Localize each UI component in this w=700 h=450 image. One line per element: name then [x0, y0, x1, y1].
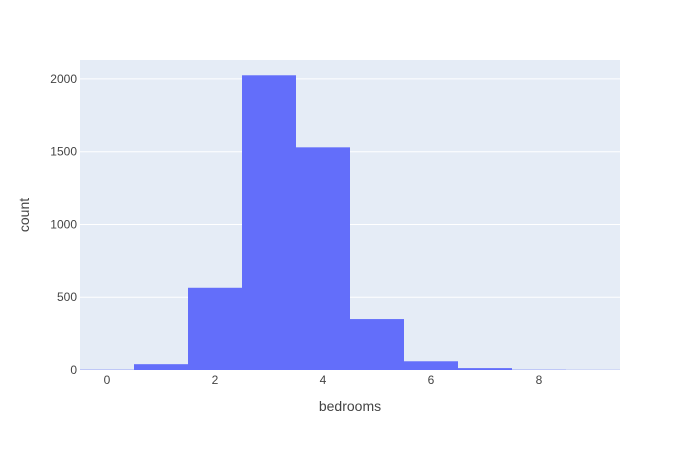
y-tick-label: 500 [57, 290, 77, 304]
bars [80, 75, 620, 371]
x-tick-label: 2 [212, 373, 219, 387]
histogram-bar [404, 361, 458, 370]
y-tick-label: 2000 [50, 72, 77, 86]
histogram-bar [134, 364, 188, 370]
x-tick-label: 4 [320, 373, 327, 387]
x-axis-title: bedrooms [319, 398, 381, 414]
histogram-bar [296, 147, 350, 370]
y-tick-label: 0 [70, 363, 77, 377]
y-axis-title: count [16, 198, 32, 232]
x-tick-labels: 0 2 4 6 8 [104, 373, 543, 387]
y-tick-labels: 0 500 1000 1500 2000 [50, 72, 77, 377]
histogram-bar [242, 75, 296, 371]
histogram-bar [458, 368, 512, 370]
y-tick-label: 1500 [50, 145, 77, 159]
y-tick-label: 1000 [50, 217, 77, 231]
histogram-bar [350, 319, 404, 370]
x-tick-label: 0 [104, 373, 111, 387]
histogram-bar [188, 287, 242, 370]
x-tick-label: 8 [536, 373, 543, 387]
x-tick-label: 6 [428, 373, 435, 387]
